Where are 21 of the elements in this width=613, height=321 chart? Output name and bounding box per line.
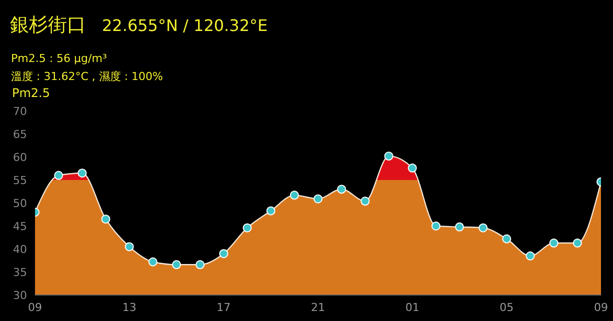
x-tick-label: 09 [594,300,608,314]
chart-title: 銀杉街口 [10,14,86,36]
y-axis-title: Pm2.5 [12,86,50,100]
y-tick-label: 30 [13,288,27,302]
y-tick-label: 45 [13,220,27,233]
y-tick-label: 65 [13,128,27,141]
x-tick-label: 13 [122,300,136,314]
y-tick-label: 60 [13,150,27,164]
x-tick-label: 05 [500,300,514,314]
y-tick-label: 50 [13,196,27,210]
x-tick-label: 01 [405,300,420,314]
y-tick-label: 70 [13,104,27,118]
y-tick-label: 55 [13,174,27,187]
text: 溫度 : 31.62°C , 濕度 : 100% [11,69,164,84]
y-tick-label: 40 [13,242,27,256]
x-tick-label: 21 [311,300,325,314]
text: Pm2.5 : 56 μg/m³ [11,52,107,65]
chart-subtitle: 22.655°N / 120.32°E [102,16,268,35]
x-tick-label: 09 [28,300,42,314]
y-tick-label: 35 [13,266,27,279]
x-tick-label: 17 [216,300,231,314]
